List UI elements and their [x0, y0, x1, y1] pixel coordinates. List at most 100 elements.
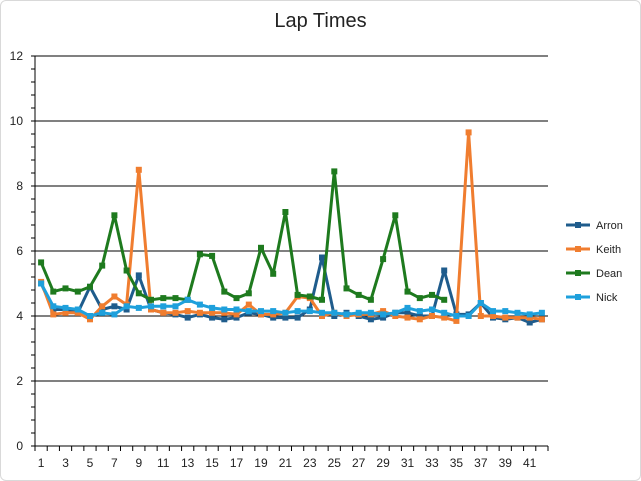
data-point-arron [294, 314, 301, 321]
data-point-dean [160, 295, 167, 302]
data-point-arron [416, 313, 423, 319]
data-point-nick [526, 311, 533, 318]
data-point-dean [404, 288, 411, 295]
data-point-keith [416, 316, 423, 323]
data-point-nick [465, 313, 472, 319]
data-point-arron [331, 313, 338, 319]
data-point-arron [209, 314, 216, 321]
data-point-nick [367, 309, 374, 316]
data-point-keith [502, 314, 509, 321]
data-point-keith [233, 311, 240, 318]
x-tick-label: 5 [87, 456, 94, 470]
x-tick-label: 39 [499, 456, 513, 470]
data-point-keith [221, 309, 228, 316]
x-tick-label: 1 [38, 456, 45, 470]
y-tick-label: 0 [16, 439, 23, 453]
x-tick-label: 21 [279, 456, 293, 470]
data-point-nick [490, 308, 496, 315]
data-point-nick [282, 309, 289, 316]
legend-label-arron: Arron [596, 220, 623, 232]
data-point-nick [306, 308, 313, 315]
data-point-arron [233, 314, 240, 321]
data-point-nick [429, 306, 435, 313]
data-point-nick [123, 303, 130, 310]
x-tick-label: 29 [376, 456, 390, 470]
x-tick-label: 25 [328, 456, 342, 470]
x-tick-label: 9 [135, 456, 142, 470]
data-point-keith [514, 314, 521, 321]
data-point-dean [62, 285, 69, 292]
data-point-nick [441, 309, 448, 316]
data-point-nick [172, 303, 179, 310]
data-point-nick [294, 308, 301, 315]
legend-marker-arron [575, 222, 581, 228]
data-point-dean [233, 295, 240, 302]
data-point-nick [343, 311, 350, 318]
data-point-keith [465, 129, 472, 136]
data-point-keith [62, 309, 69, 316]
gridlines [35, 55, 548, 382]
data-point-arron [319, 254, 325, 261]
data-point-nick [221, 306, 228, 313]
data-point-keith [392, 313, 399, 319]
data-point-keith [453, 317, 460, 324]
data-point-keith [50, 311, 57, 318]
data-point-keith [74, 309, 81, 316]
data-point-dean [209, 252, 216, 259]
data-point-keith [209, 309, 216, 316]
data-point-keith [319, 313, 325, 319]
data-point-dean [196, 251, 203, 258]
y-tick-label: 2 [16, 374, 23, 388]
data-point-nick [355, 309, 362, 316]
y-tick-label: 12 [10, 49, 24, 63]
data-point-keith [87, 316, 93, 323]
data-point-keith [135, 166, 142, 173]
data-point-dean [331, 168, 338, 175]
y-tick-label: 6 [16, 244, 23, 258]
data-point-keith [380, 308, 387, 315]
x-tick-label: 7 [111, 456, 118, 470]
data-point-keith [160, 309, 167, 316]
data-point-nick [209, 304, 216, 311]
data-point-arron [221, 316, 228, 323]
data-point-keith [172, 309, 179, 316]
x-tick-label: 23 [303, 456, 317, 470]
data-point-keith [404, 314, 411, 321]
data-point-dean [245, 290, 252, 297]
data-point-nick [245, 308, 252, 315]
x-tick-label: 19 [254, 456, 268, 470]
data-point-dean [392, 212, 399, 219]
x-tick-label: 33 [425, 456, 439, 470]
data-point-dean [319, 296, 325, 303]
legend: Arron Keith Dean Nick [566, 220, 623, 304]
data-point-arron [50, 306, 57, 313]
data-point-arron [282, 314, 289, 321]
chart-title: Lap Times [274, 10, 367, 32]
data-point-keith [196, 309, 203, 316]
data-point-arron [111, 303, 118, 310]
data-point-nick [319, 309, 325, 316]
data-point-arron [441, 267, 448, 274]
y-tick-label: 8 [16, 179, 23, 193]
data-point-keith [184, 308, 191, 315]
data-point-nick [514, 309, 521, 316]
data-point-dean [282, 209, 289, 215]
data-point-nick [380, 311, 387, 318]
x-tick-label: 3 [62, 456, 69, 470]
series-line-nick [39, 282, 543, 318]
data-point-nick [160, 303, 167, 310]
x-tick-label: 17 [230, 456, 244, 470]
data-point-keith [99, 303, 106, 310]
data-point-nick [502, 308, 509, 315]
data-point-nick [392, 309, 399, 316]
data-point-nick [184, 296, 191, 303]
data-point-nick [453, 313, 460, 319]
data-point-dean [172, 295, 179, 302]
data-point-nick [538, 309, 545, 316]
data-point-dean [221, 288, 228, 295]
data-point-keith [270, 311, 277, 318]
legend-marker-keith [575, 246, 581, 252]
data-point-dean [148, 296, 154, 303]
x-tick-label: 27 [352, 456, 366, 470]
